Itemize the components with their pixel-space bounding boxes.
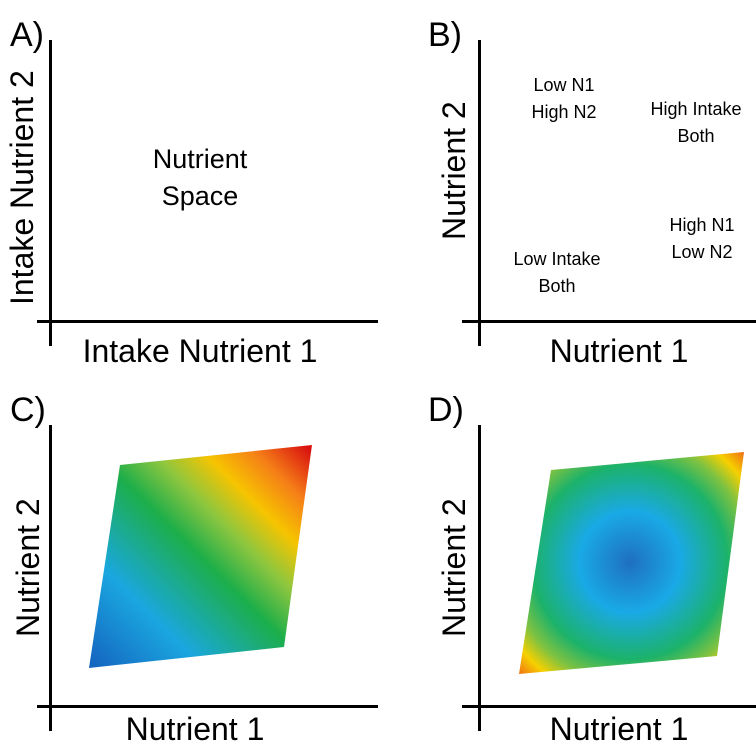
panel-letter-a: A) xyxy=(10,16,44,54)
y-axis-label-a: Intake Nutrient 2 xyxy=(4,70,40,305)
x-axis-c xyxy=(37,705,378,708)
panel-letter-c: C) xyxy=(10,391,46,429)
x-axis-d xyxy=(462,705,756,708)
region-line: Low Intake xyxy=(513,249,601,269)
region-high-intake-both: High Intake Both xyxy=(638,96,754,150)
region-low-n1-high-n2: Low N1 High N2 xyxy=(514,72,614,126)
x-axis-label-a: Intake Nutrient 1 xyxy=(82,333,318,369)
x-axis-b xyxy=(462,320,756,323)
x-axis-label-b: Nutrient 1 xyxy=(549,333,689,369)
nutrient-space-line-2: Space xyxy=(161,181,239,211)
region-line: Low N2 xyxy=(671,242,733,262)
x-axis-a xyxy=(37,320,378,323)
gradient-parallelogram-radial xyxy=(519,452,744,674)
region-high-n1-low-n2: High N1 Low N2 xyxy=(652,212,752,266)
y-axis-a xyxy=(49,40,52,346)
region-low-intake-both: Low Intake Both xyxy=(502,246,612,300)
panel-c: C) Nutrient 2 Nutrient 1 xyxy=(0,375,378,750)
y-axis-d xyxy=(478,425,481,731)
nutrient-space-label: Nutrient Space xyxy=(130,141,270,215)
region-line: High N2 xyxy=(531,102,597,122)
panel-a: A) Intake Nutrient 2 Intake Nutrient 1 N… xyxy=(0,0,378,375)
y-axis-b xyxy=(478,40,481,346)
x-axis-label-c: Nutrient 1 xyxy=(125,711,265,747)
region-line: High N1 xyxy=(669,215,735,235)
nutrient-space-line-1: Nutrient xyxy=(152,144,248,174)
region-line: Low N1 xyxy=(533,75,595,95)
panel-letter-d: D) xyxy=(428,391,464,429)
y-axis-c xyxy=(49,425,52,731)
region-line: Both xyxy=(677,126,715,146)
x-axis-label-d: Nutrient 1 xyxy=(549,711,689,747)
region-line: High Intake xyxy=(650,99,742,119)
y-axis-label-b: Nutrient 2 xyxy=(436,101,472,240)
panel-b: B) Nutrient 2 Nutrient 1 Low N1 High N2 … xyxy=(378,0,756,375)
gradient-parallelogram-linear xyxy=(89,445,312,668)
region-line: Both xyxy=(538,276,576,296)
panel-d: D) Nutrient 2 Nutrient 1 xyxy=(378,375,756,750)
panel-letter-b: B) xyxy=(428,16,462,54)
